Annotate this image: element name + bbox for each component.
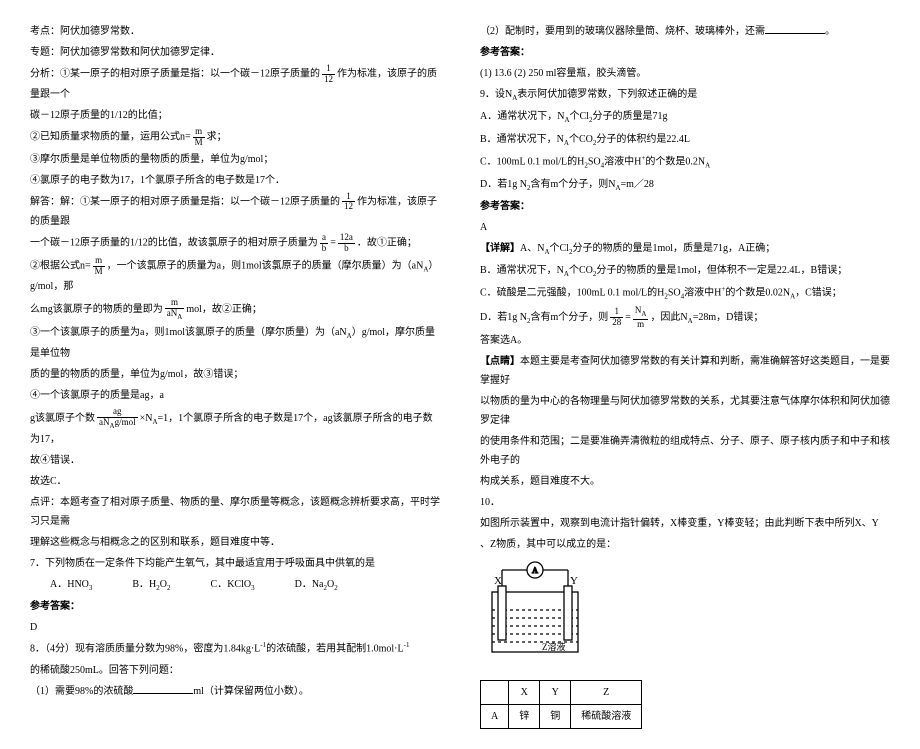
svg-text:A: A	[532, 566, 538, 575]
options: A．HNO3 B．H2O2 C．KClO3 D．Na2O2	[30, 575, 440, 595]
fraction: 128	[610, 307, 623, 328]
electrochemical-diagram: A X	[480, 560, 890, 672]
text: 质的量的物质的质量，单位为g/mol，故③错误；	[30, 365, 440, 384]
explain-b: B．通常状况下，NA个CO2分子的物质的量是1mol，但体积不一定是22.4L，…	[480, 261, 890, 281]
text: ③摩尔质量是单位物质的量物质的质量，单位为g/mol；	[30, 150, 440, 169]
text: 以物质的量为中心的各物理量与阿伏加德罗常数的关系，尤其要注意气体摩尔体积和阿伏加…	[480, 392, 890, 430]
text: 考点：阿伏加德罗常数．	[30, 22, 440, 41]
fraction: NAm	[633, 306, 649, 329]
blank	[765, 24, 825, 34]
fraction: maNA	[165, 298, 185, 321]
table-row: X Y Z	[481, 681, 642, 705]
option-b: B．H2O2	[132, 575, 170, 595]
text: 、Z物质，其中可以成立的是：	[480, 535, 890, 554]
question-8-1: （1）需要98%的浓硫酸ml（计算保留两位小数）。	[30, 682, 440, 701]
option-c: C．100mL 0.1 mol/L的H2SO4溶液中H+的个数是0.2NA	[480, 152, 890, 173]
question-10: 10．	[480, 493, 890, 512]
text: 构成关系，题目难度不大。	[480, 472, 890, 491]
text: 分析：①某一原子的相对原子质量是指：以一个碳－12原子质量的112作为标准，该原…	[30, 64, 440, 104]
text: 的稀硫酸250mL。回答下列问题：	[30, 661, 440, 680]
answer-8: (1) 13.6 (2) 250 ml容量瓶，胶头滴管。	[480, 64, 890, 83]
option-d: D．若1g N2含有m个分子，则NA=m／28	[480, 175, 890, 195]
svg-text:X: X	[494, 575, 502, 587]
text: 故④错误．	[30, 451, 440, 470]
text: ②根据公式n=mM，一个该氯原子的质量为a，则1mol该氯原子的质量（摩尔质量）…	[30, 256, 440, 296]
svg-text:Y: Y	[570, 575, 578, 587]
text: ④氯原子的电子数为17，1个氯原子所含的电子数是17个．	[30, 171, 440, 190]
option-c: C．KClO3	[211, 575, 255, 595]
option-d: D．Na2O2	[295, 575, 338, 595]
text: 专题：阿伏加德罗常数和阿伏加德罗定律．	[30, 43, 440, 62]
option-a: A．通常状况下，NA个Cl2分子的质量是71g	[480, 107, 890, 127]
question-8: 8．（4分）现有溶质质量分数为98%，密度为1.84kg·L-1的浓硫酸，若用其…	[30, 639, 440, 658]
explain-a: 【详解】A、NA个Cl2分子的物质的量是1mol，质量是71g，A正确；	[480, 239, 890, 259]
answer-label: 参考答案：	[480, 43, 890, 62]
text: 的使用条件和范围；二是要准确弄清微粒的组成特点、分子、原子、原子核内质子和中子和…	[480, 432, 890, 470]
right-column: （2）配制时，要用到的玻璃仪器除量筒、烧杯、玻璃棒外，还需。 参考答案： (1)…	[480, 20, 890, 729]
option-a: A．HNO3	[50, 575, 92, 595]
fraction: agaNAg/mol	[97, 407, 138, 430]
xyz-table: X Y Z A 锌 铜 稀硫酸溶液	[480, 680, 642, 729]
answer: D	[30, 618, 440, 637]
text: 如图所示装置中，观察到电流计指针偏转，X棒变重，Y棒变轻；由此判断下表中所列X、…	[480, 514, 890, 533]
option-b: B．通常状况下，NA个CO2分子的体积约是22.4L	[480, 130, 890, 150]
point: 【点睛】本题主要是考查阿伏加德罗常数的有关计算和判断，需准确解答好这类题目，一是…	[480, 352, 890, 390]
fraction: 112	[342, 192, 355, 213]
text: g该氯原子个数agaNAg/mol×NA=1，1个氯原子所含的电子数是17个，a…	[30, 407, 440, 449]
fraction: mM	[193, 127, 205, 148]
explain-c: C．硫酸是二元强酸，100mL 0.1 mol/L的H2SO4溶液中H+的个数是…	[480, 283, 890, 304]
question-8-2: （2）配制时，要用到的玻璃仪器除量筒、烧杯、玻璃棒外，还需。	[480, 22, 890, 41]
text: 一个碳－12原子质量的1/12的比值，故该氯原子的相对原子质量为ab=12ab．…	[30, 233, 440, 254]
table-row: A 锌 铜 稀硫酸溶液	[481, 705, 642, 729]
fraction: mM	[93, 256, 105, 277]
text: 点评：本题考查了相对原子质量、物质的量、摩尔质量等概念，该题概念辨析要求高，平时…	[30, 493, 440, 531]
text: 解答：解：①某一原子的相对原子质量是指：以一个碳－12原子质量的112作为标准，…	[30, 192, 440, 232]
answer-9: A	[480, 218, 890, 237]
answer-label: 参考答案：	[480, 197, 890, 216]
text: 理解这些概念与相概念之的区别和联系，题目难度中等．	[30, 533, 440, 552]
text: 故选C．	[30, 472, 440, 491]
fraction: 12ab	[338, 233, 355, 254]
answer-label: 参考答案：	[30, 597, 440, 616]
fraction: ab	[320, 233, 329, 254]
text: ②已知质量求物质的量，运用公式n=mM求；	[30, 127, 440, 148]
text: ③一个该氯原子的质量为a，则1mol该氯原子的质量（摩尔质量）为（aNA）g/m…	[30, 323, 440, 362]
question-7: 7．下列物质在一定条件下均能产生氧气，其中最适宜用于呼吸面具中供氧的是	[30, 554, 440, 573]
text: ④一个该氯原子的质量是ag，a	[30, 386, 440, 405]
text: 碳－12原子质量的1/12的比值；	[30, 106, 440, 125]
fraction: 112	[322, 64, 335, 85]
left-column: 考点：阿伏加德罗常数． 专题：阿伏加德罗常数和阿伏加德罗定律． 分析：①某一原子…	[30, 20, 440, 729]
blank	[133, 684, 193, 694]
question-9: 9．设NA表示阿伏加德罗常数，下列叙述正确的是	[480, 85, 890, 105]
select-answer: 答案选A。	[480, 331, 890, 350]
explain-d: D．若1g N2含有m个分子，则128=NAm，因此NA=28m，D错误；	[480, 306, 890, 329]
text: 么mg该氯原子的物质的量即为maNAmol，故②正确；	[30, 298, 440, 321]
